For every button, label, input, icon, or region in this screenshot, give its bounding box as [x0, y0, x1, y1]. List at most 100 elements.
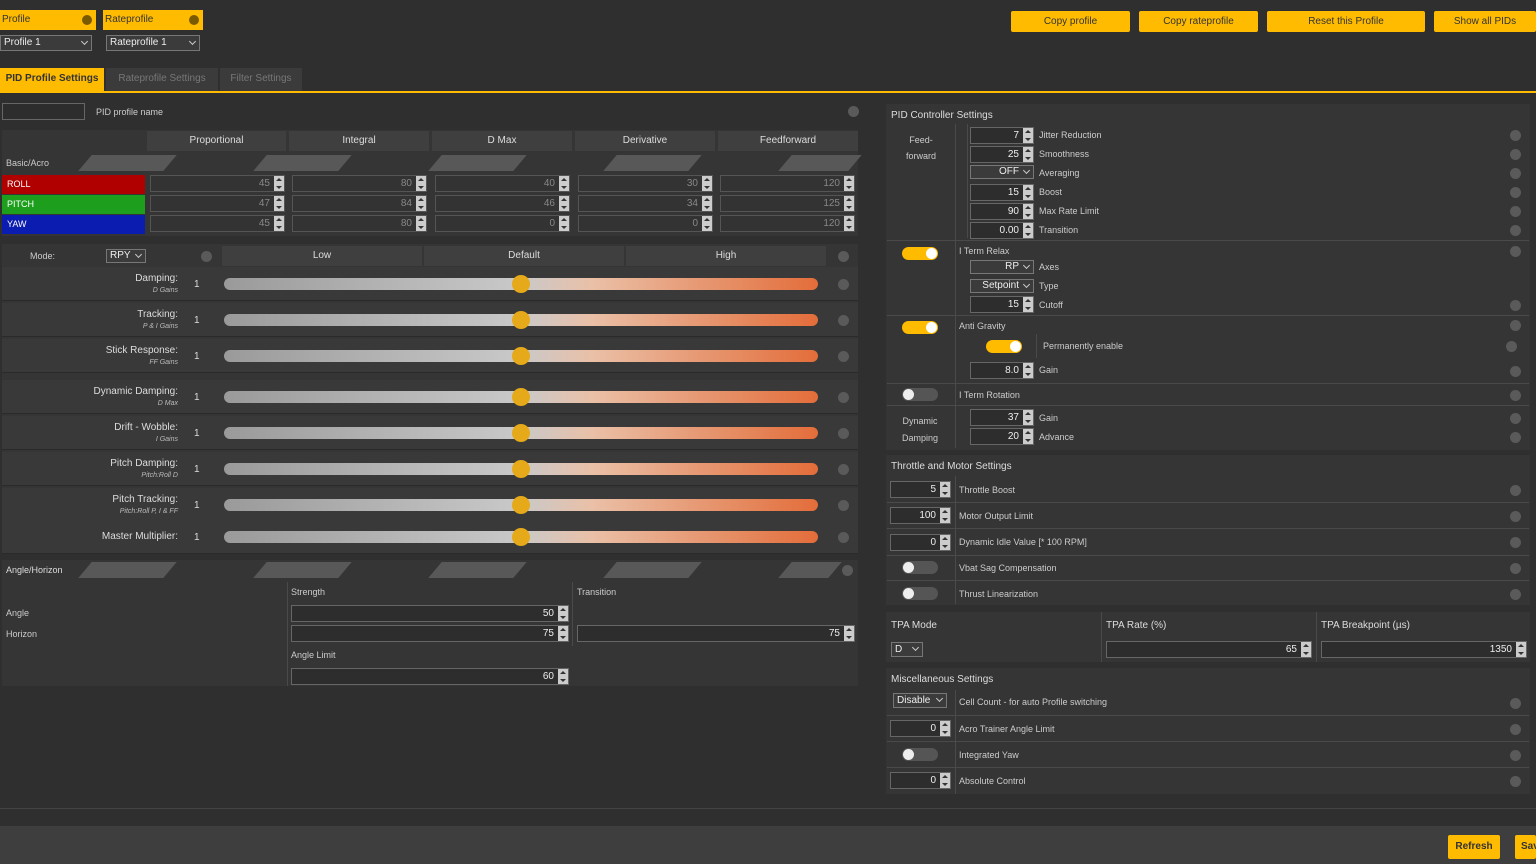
spinner-icon[interactable]	[1023, 204, 1033, 219]
spinner-icon[interactable]	[416, 216, 426, 231]
feedforward-input[interactable]: 0.00	[970, 222, 1034, 239]
save-button[interactable]: Save	[1515, 835, 1536, 859]
slider-knob[interactable]	[512, 460, 530, 478]
tab-rateprofile[interactable]: Rateprofile Settings	[106, 68, 218, 92]
pid-value-input[interactable]: 120	[720, 175, 855, 192]
tpa-mode-select[interactable]: D	[891, 642, 923, 657]
pid-value-input[interactable]: 125	[720, 195, 855, 212]
cell-count-select[interactable]: Disable	[893, 693, 947, 708]
slider-knob[interactable]	[512, 311, 530, 329]
spinner-icon[interactable]	[702, 196, 712, 211]
copy-profile-button[interactable]: Copy profile	[1011, 11, 1130, 32]
feedforward-input[interactable]: 25	[970, 146, 1034, 163]
slider-track[interactable]	[224, 528, 818, 546]
horizon-strength-input[interactable]: 75	[291, 625, 569, 642]
spinner-icon[interactable]	[1023, 297, 1033, 312]
feedforward-input[interactable]: 15	[970, 184, 1034, 201]
spinner-icon[interactable]	[1023, 429, 1033, 444]
spinner-icon[interactable]	[1023, 128, 1033, 143]
motor-output-limit-input[interactable]: 100	[890, 507, 951, 524]
slider-track[interactable]	[224, 496, 818, 514]
pid-value-input[interactable]: 0	[578, 215, 713, 232]
mode-select[interactable]: RPY	[106, 249, 146, 263]
spinner-icon[interactable]	[558, 626, 568, 641]
dynamic-idle-input[interactable]: 0	[890, 534, 951, 551]
slider-track[interactable]	[224, 347, 818, 365]
copy-rateprofile-button[interactable]: Copy rateprofile	[1139, 11, 1258, 32]
slider-knob[interactable]	[512, 347, 530, 365]
feedforward-input[interactable]: 90	[970, 203, 1034, 220]
spinner-icon[interactable]	[844, 196, 854, 211]
spinner-icon[interactable]	[844, 626, 854, 641]
slider-knob[interactable]	[512, 388, 530, 406]
slider-knob[interactable]	[512, 496, 530, 514]
pid-value-input[interactable]: 47	[150, 195, 285, 212]
pid-value-input[interactable]: 46	[435, 195, 570, 212]
tab-filter[interactable]: Filter Settings	[220, 68, 302, 92]
spinner-icon[interactable]	[1023, 410, 1033, 425]
spinner-icon[interactable]	[274, 216, 284, 231]
spinner-icon[interactable]	[940, 482, 950, 497]
vbat-sag-toggle[interactable]	[902, 561, 938, 574]
spinner-icon[interactable]	[1023, 147, 1033, 162]
dyn-damping-gain-input[interactable]: 37	[970, 409, 1034, 426]
spinner-icon[interactable]	[844, 176, 854, 191]
spinner-icon[interactable]	[559, 216, 569, 231]
tpa-rate-input[interactable]: 65	[1106, 641, 1312, 658]
spinner-icon[interactable]	[940, 535, 950, 550]
spinner-icon[interactable]	[558, 606, 568, 621]
thrust-linear-toggle[interactable]	[902, 587, 938, 600]
pid-value-input[interactable]: 80	[292, 215, 427, 232]
anti-gravity-toggle[interactable]	[902, 321, 938, 334]
anti-gravity-gain-input[interactable]: 8.0	[970, 362, 1034, 379]
profile-select[interactable]: Profile 1	[0, 35, 92, 51]
tab-pid-profile[interactable]: PID Profile Settings	[0, 68, 104, 92]
spinner-icon[interactable]	[274, 196, 284, 211]
spinner-icon[interactable]	[416, 196, 426, 211]
absolute-control-input[interactable]: 0	[890, 772, 951, 789]
spinner-icon[interactable]	[416, 176, 426, 191]
slider-knob[interactable]	[512, 528, 530, 546]
tpa-breakpoint-input[interactable]: 1350	[1321, 641, 1527, 658]
iterm-relax-toggle[interactable]	[902, 247, 938, 260]
show-all-pids-button[interactable]: Show all PIDs	[1434, 11, 1536, 32]
refresh-button[interactable]: Refresh	[1448, 835, 1500, 859]
pid-value-input[interactable]: 120	[720, 215, 855, 232]
pid-value-input[interactable]: 45	[150, 215, 285, 232]
spinner-icon[interactable]	[274, 176, 284, 191]
dyn-damping-advance-input[interactable]: 20	[970, 428, 1034, 445]
rateprofile-select[interactable]: Rateprofile 1	[106, 35, 200, 51]
spinner-icon[interactable]	[940, 773, 950, 788]
reset-profile-button[interactable]: Reset this Profile	[1267, 11, 1425, 32]
iterm-relax-type-select[interactable]: Setpoint	[970, 279, 1034, 293]
pid-value-input[interactable]: 45	[150, 175, 285, 192]
iterm-rotation-toggle[interactable]	[902, 388, 938, 401]
slider-knob[interactable]	[512, 424, 530, 442]
pid-value-input[interactable]: 30	[578, 175, 713, 192]
iterm-relax-axes-select[interactable]: RP	[970, 260, 1034, 274]
spinner-icon[interactable]	[1023, 223, 1033, 238]
slider-track[interactable]	[224, 424, 818, 442]
slider-track[interactable]	[224, 311, 818, 329]
angle-limit-input[interactable]: 60	[291, 668, 569, 685]
slider-track[interactable]	[224, 275, 818, 293]
spinner-icon[interactable]	[1023, 363, 1033, 378]
spinner-icon[interactable]	[1516, 642, 1526, 657]
horizon-transition-input[interactable]: 75	[577, 625, 855, 642]
spinner-icon[interactable]	[559, 196, 569, 211]
spinner-icon[interactable]	[940, 721, 950, 736]
pid-value-input[interactable]: 34	[578, 195, 713, 212]
feedforward-input[interactable]: OFF	[970, 165, 1034, 179]
permanently-enable-toggle[interactable]	[986, 340, 1022, 353]
spinner-icon[interactable]	[1301, 642, 1311, 657]
spinner-icon[interactable]	[559, 176, 569, 191]
slider-track[interactable]	[224, 460, 818, 478]
slider-knob[interactable]	[512, 275, 530, 293]
cutoff-input[interactable]: 15	[970, 296, 1034, 313]
spinner-icon[interactable]	[702, 216, 712, 231]
spinner-icon[interactable]	[940, 508, 950, 523]
pid-profile-name-input[interactable]	[2, 103, 85, 120]
slider-track[interactable]	[224, 388, 818, 406]
spinner-icon[interactable]	[702, 176, 712, 191]
integrated-yaw-toggle[interactable]	[902, 748, 938, 761]
